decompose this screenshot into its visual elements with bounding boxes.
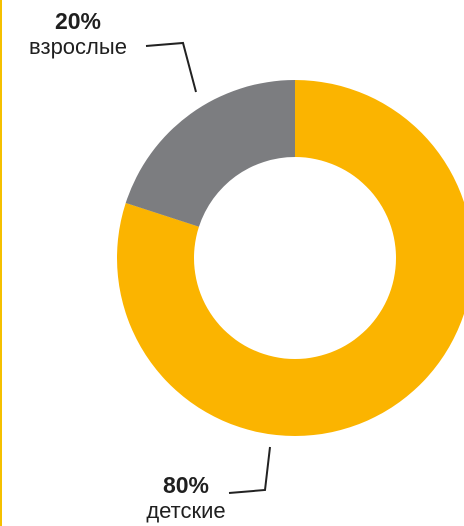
leader-line-adults	[145, 41, 197, 93]
donut-slice-0	[117, 80, 464, 436]
left-accent-line	[0, 0, 2, 526]
slice-value-children: 80%	[162, 472, 210, 498]
slices-group	[117, 80, 464, 436]
donut-slice-1	[125, 80, 295, 227]
slice-value-adults: 20%	[54, 8, 102, 34]
slice-label-children: 80% детские	[116, 474, 256, 522]
leader-line-children	[228, 446, 271, 494]
slice-label-adults: 20% взрослые	[8, 10, 148, 58]
slice-name-children: детские	[146, 498, 226, 523]
slice-name-adults: взрослые	[29, 34, 127, 59]
